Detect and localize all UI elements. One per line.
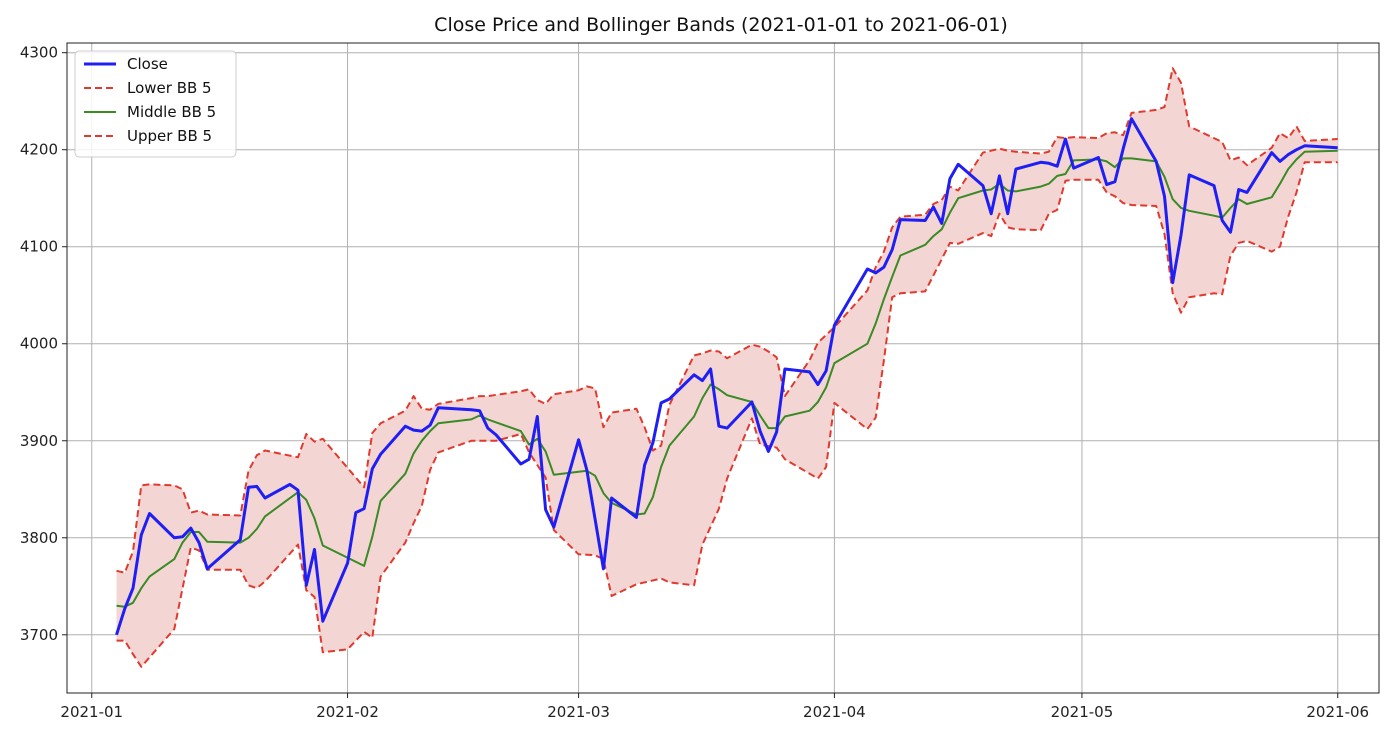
legend-box xyxy=(74,50,237,158)
y-tick-label: 4300 xyxy=(20,44,58,62)
chart-title: Close Price and Bollinger Bands (2021-01… xyxy=(434,14,1008,36)
axes xyxy=(62,42,1380,698)
y-tick-label: 4100 xyxy=(20,238,58,256)
band-fill-layer xyxy=(116,68,1338,667)
legend-label: Close xyxy=(127,55,168,73)
tick-labels: 2021-01 2021-02 2021-03 2021-04 2021-05 2021-… xyxy=(20,44,1369,721)
y-tick-label: 3900 xyxy=(20,432,58,450)
x-tick-label: 2021-06 xyxy=(1306,703,1369,721)
legend: Close Lower BB 5 Middle BB 5 Upper BB 5 xyxy=(74,50,237,158)
y-tick-label: 4000 xyxy=(20,335,58,353)
x-tick-label: 2021-03 xyxy=(547,703,610,721)
series-line-close xyxy=(115,117,1338,636)
y-tick-label: 3800 xyxy=(20,529,58,547)
y-tick-label: 3700 xyxy=(20,626,58,644)
legend-label: Middle BB 5 xyxy=(127,103,216,121)
x-tick-label: 2021-02 xyxy=(316,703,379,721)
plot-frame xyxy=(66,42,1380,694)
legend-label: Upper BB 5 xyxy=(127,127,212,145)
x-tick-label: 2021-05 xyxy=(1051,703,1114,721)
x-tick-label: 2021-04 xyxy=(803,703,866,721)
legend-label: Lower BB 5 xyxy=(127,79,212,97)
series-line-upper-bb-5 xyxy=(116,67,1338,574)
y-tick-label: 4200 xyxy=(20,141,58,159)
series-layer xyxy=(115,67,1338,668)
x-tick-label: 2021-01 xyxy=(60,703,123,721)
bollinger-band-fill xyxy=(116,68,1338,667)
